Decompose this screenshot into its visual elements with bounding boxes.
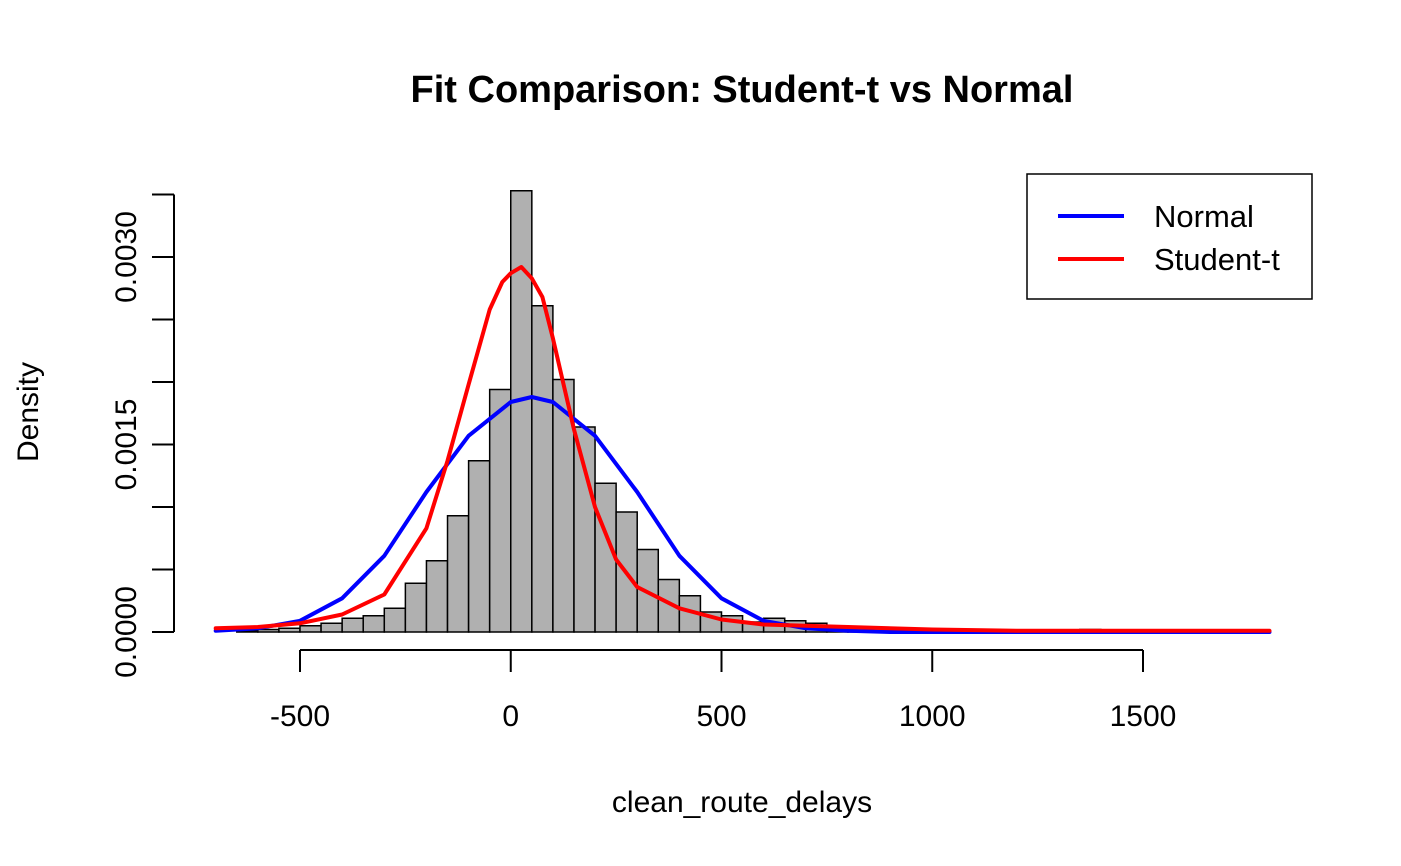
histogram-bar-14 [531, 305, 554, 633]
histogram-bar-17 [594, 482, 617, 633]
normal-curve [213, 395, 1272, 634]
histogram-bar-1 [257, 628, 280, 633]
y-axis-label: Density [12, 362, 45, 462]
density-curves [213, 265, 1272, 634]
histogram-bar-16 [573, 426, 596, 633]
histogram-bar-12 [488, 388, 512, 633]
histogram-bar-6 [362, 615, 386, 633]
legend-box [1026, 173, 1313, 300]
y-tick-label-6: 0.0030 [110, 211, 143, 303]
x-axis-label: clean_route_delays [612, 786, 872, 819]
x-tick-label-1: 0 [502, 700, 519, 733]
histogram-bar-13 [510, 190, 533, 633]
histogram-bar-4 [320, 622, 343, 633]
y-tick-label-0: 0.0000 [110, 586, 143, 678]
x-tick-label-0: -500 [270, 700, 330, 733]
y-axis: 0.0000 0.0015 0.0030 [110, 193, 175, 678]
histogram-bar-7 [383, 607, 407, 633]
histogram-bar-11 [467, 460, 491, 633]
chart-title: Fit Comparison: Student-t vs Normal [411, 69, 1074, 111]
x-tick-label-4: 1500 [1110, 700, 1177, 733]
y-tick-label-3: 0.0015 [110, 399, 143, 491]
legend-label-student-t: Student-t [1154, 242, 1280, 277]
histogram-bar-3 [299, 625, 322, 633]
legend: Normal Student-t [1026, 173, 1313, 300]
x-axis: -500 0 500 1000 1500 [270, 649, 1177, 733]
legend-label-normal: Normal [1154, 199, 1254, 234]
histogram-bar-8 [404, 582, 428, 633]
student-t-curve [213, 265, 1272, 633]
histogram-bar-10 [446, 515, 470, 633]
histogram-bar-9 [425, 560, 449, 633]
histogram-bar-2 [278, 627, 301, 633]
histogram-bar-5 [341, 617, 364, 633]
x-tick-label-2: 500 [696, 700, 746, 733]
x-tick-label-3: 1000 [899, 700, 966, 733]
